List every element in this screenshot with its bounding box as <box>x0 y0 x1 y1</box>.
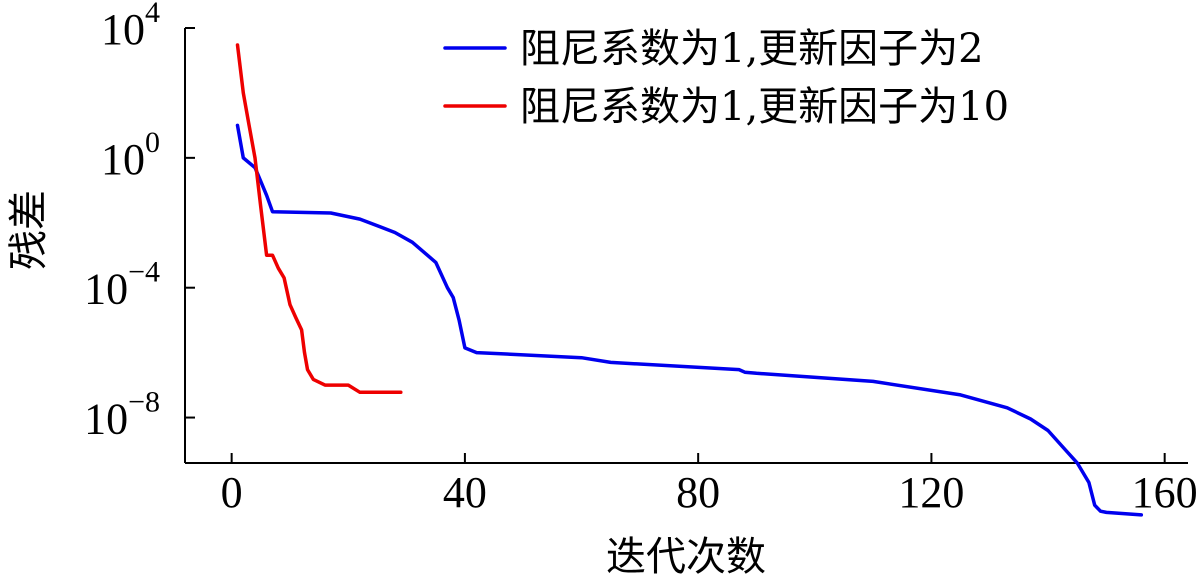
axes <box>184 28 1188 464</box>
legend-label-series-1: 阻尼系数为1,更新因子为2 <box>520 26 984 72</box>
tick-marks: 0 40 80 120 160 104 100 10−4 10−8 <box>84 0 1198 517</box>
y-axis-title: 残差 <box>6 190 52 270</box>
x-tick-label: 0 <box>221 468 243 517</box>
y-tick-label: 10−4 <box>84 256 160 314</box>
x-tick-label: 80 <box>676 468 720 517</box>
x-tick-label: 120 <box>898 468 964 517</box>
legend-label-series-2: 阻尼系数为1,更新因子为10 <box>520 84 1009 130</box>
y-tick-label: 100 <box>101 126 160 184</box>
series-line-1 <box>235 123 1144 517</box>
x-axis-title: 迭代次数 <box>606 534 766 580</box>
legend: 阻尼系数为1,更新因子为2 阻尼系数为1,更新因子为10 <box>443 26 1009 130</box>
y-tick-label: 104 <box>101 0 160 54</box>
series-lines <box>235 43 1144 517</box>
x-tick-label: 160 <box>1132 468 1198 517</box>
y-tick-label: 10−8 <box>84 386 160 444</box>
series-line-2 <box>235 43 403 395</box>
x-tick-label: 40 <box>443 468 487 517</box>
